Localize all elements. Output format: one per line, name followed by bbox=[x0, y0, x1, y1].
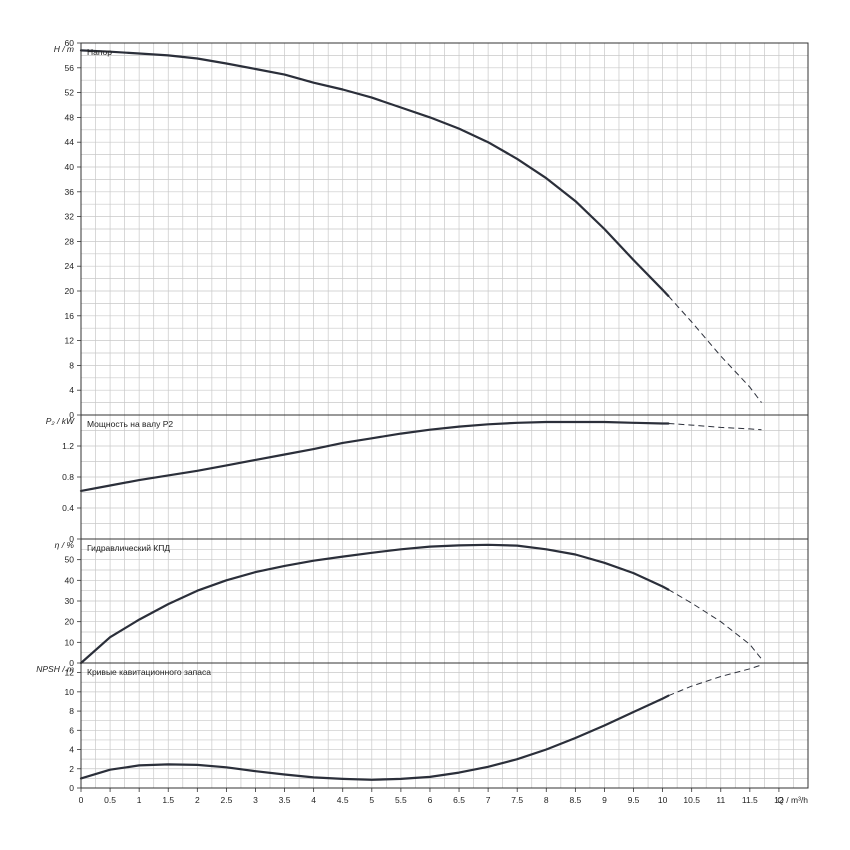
ytick-label-head: 20 bbox=[65, 286, 75, 296]
ytick-label-head: 44 bbox=[65, 137, 75, 147]
xtick-label: 9 bbox=[602, 795, 607, 805]
xtick-label: 6 bbox=[428, 795, 433, 805]
ytick-label-head: 36 bbox=[65, 187, 75, 197]
ytick-label-power: 0.8 bbox=[62, 472, 74, 482]
grid-layer bbox=[80, 42, 809, 789]
series-line-power bbox=[79, 420, 670, 492]
ytick-label-npsh: 12 bbox=[65, 668, 75, 678]
panel-title-npsh: Кривые кавитационного запаса bbox=[87, 667, 211, 677]
series-line-dashed-efficiency bbox=[668, 589, 762, 660]
series-line-efficiency bbox=[79, 543, 670, 665]
panel-title-efficiency: Гидравлический КПД bbox=[87, 543, 170, 553]
series-line-dashed-head bbox=[668, 295, 762, 403]
ytick-label-head: 40 bbox=[65, 162, 75, 172]
ylabel-npsh: NPSH / m bbox=[36, 664, 74, 674]
xtick-label: 10.5 bbox=[683, 795, 700, 805]
ytick-label-head: 28 bbox=[65, 236, 75, 246]
xtick-label: 2.5 bbox=[220, 795, 232, 805]
xlabel: Q / m³/h bbox=[777, 795, 808, 805]
panel-title-head: Напор bbox=[87, 47, 112, 57]
ytick-label-head: 60 bbox=[65, 38, 75, 48]
xtick-label: 6.5 bbox=[453, 795, 465, 805]
ytick-label-npsh: 0 bbox=[69, 783, 74, 793]
ytick-label-head: 56 bbox=[65, 63, 75, 73]
ylabel-head: H / m bbox=[54, 44, 74, 54]
panel-frame-npsh bbox=[80, 662, 809, 789]
ytick-label-efficiency: 40 bbox=[65, 575, 75, 585]
ytick-label-npsh: 8 bbox=[69, 706, 74, 716]
xtick-label: 4 bbox=[311, 795, 316, 805]
ytick-label-npsh: 2 bbox=[69, 764, 74, 774]
ytick-label-head: 48 bbox=[65, 112, 75, 122]
xtick-label: 1.5 bbox=[162, 795, 174, 805]
ytick-label-efficiency: 30 bbox=[65, 596, 75, 606]
ytick-label-head: 8 bbox=[69, 360, 74, 370]
xtick-label: 4.5 bbox=[337, 795, 349, 805]
ytick-label-head: 12 bbox=[65, 336, 75, 346]
ytick-label-efficiency: 20 bbox=[65, 617, 75, 627]
ytick-label-efficiency: 10 bbox=[65, 637, 75, 647]
xtick-label: 0.5 bbox=[104, 795, 116, 805]
series-line-npsh bbox=[79, 694, 670, 781]
frames-layer bbox=[77, 42, 809, 792]
xtick-label: 3.5 bbox=[279, 795, 291, 805]
xtick-label: 1 bbox=[137, 795, 142, 805]
ytick-label-efficiency: 0 bbox=[69, 658, 74, 668]
xtick-label: 7.5 bbox=[511, 795, 523, 805]
xtick-label: 3 bbox=[253, 795, 258, 805]
xtick-label: 7 bbox=[486, 795, 491, 805]
ytick-label-power: 0.4 bbox=[62, 503, 74, 513]
ytick-label-npsh: 6 bbox=[69, 725, 74, 735]
ylabel-power: P₂ / kW bbox=[46, 416, 75, 426]
xtick-label: 8 bbox=[544, 795, 549, 805]
series-line-dashed-power bbox=[668, 423, 762, 431]
ytick-label-npsh: 4 bbox=[69, 745, 74, 755]
xtick-label: 5.5 bbox=[395, 795, 407, 805]
ytick-label-npsh: 10 bbox=[65, 687, 75, 697]
xtick-label: 2 bbox=[195, 795, 200, 805]
xtick-label: 0 bbox=[79, 795, 84, 805]
xtick-label: 9.5 bbox=[628, 795, 640, 805]
panel-title-power: Мощность на валу P2 bbox=[87, 419, 173, 429]
xtick-label: 10 bbox=[658, 795, 668, 805]
xtick-label: 5 bbox=[369, 795, 374, 805]
xtick-label: 12 bbox=[774, 795, 784, 805]
ytick-label-power: 0 bbox=[69, 534, 74, 544]
xtick-label: 11 bbox=[716, 795, 725, 805]
ytick-label-power: 1.2 bbox=[62, 441, 74, 451]
curves-layer bbox=[79, 49, 762, 781]
ytick-label-head: 24 bbox=[65, 261, 75, 271]
ytick-label-head: 16 bbox=[65, 311, 75, 321]
ylabel-efficiency: η / % bbox=[55, 540, 75, 550]
ytick-label-head: 32 bbox=[65, 212, 75, 222]
xtick-label: 11.5 bbox=[742, 795, 758, 805]
series-line-dashed-npsh bbox=[668, 664, 762, 697]
ytick-label-head: 0 bbox=[69, 410, 74, 420]
ytick-label-efficiency: 50 bbox=[65, 555, 75, 565]
ytick-label-head: 52 bbox=[65, 88, 75, 98]
xtick-label: 8.5 bbox=[569, 795, 581, 805]
series-line-head bbox=[79, 49, 670, 298]
ytick-label-head: 4 bbox=[69, 385, 74, 395]
